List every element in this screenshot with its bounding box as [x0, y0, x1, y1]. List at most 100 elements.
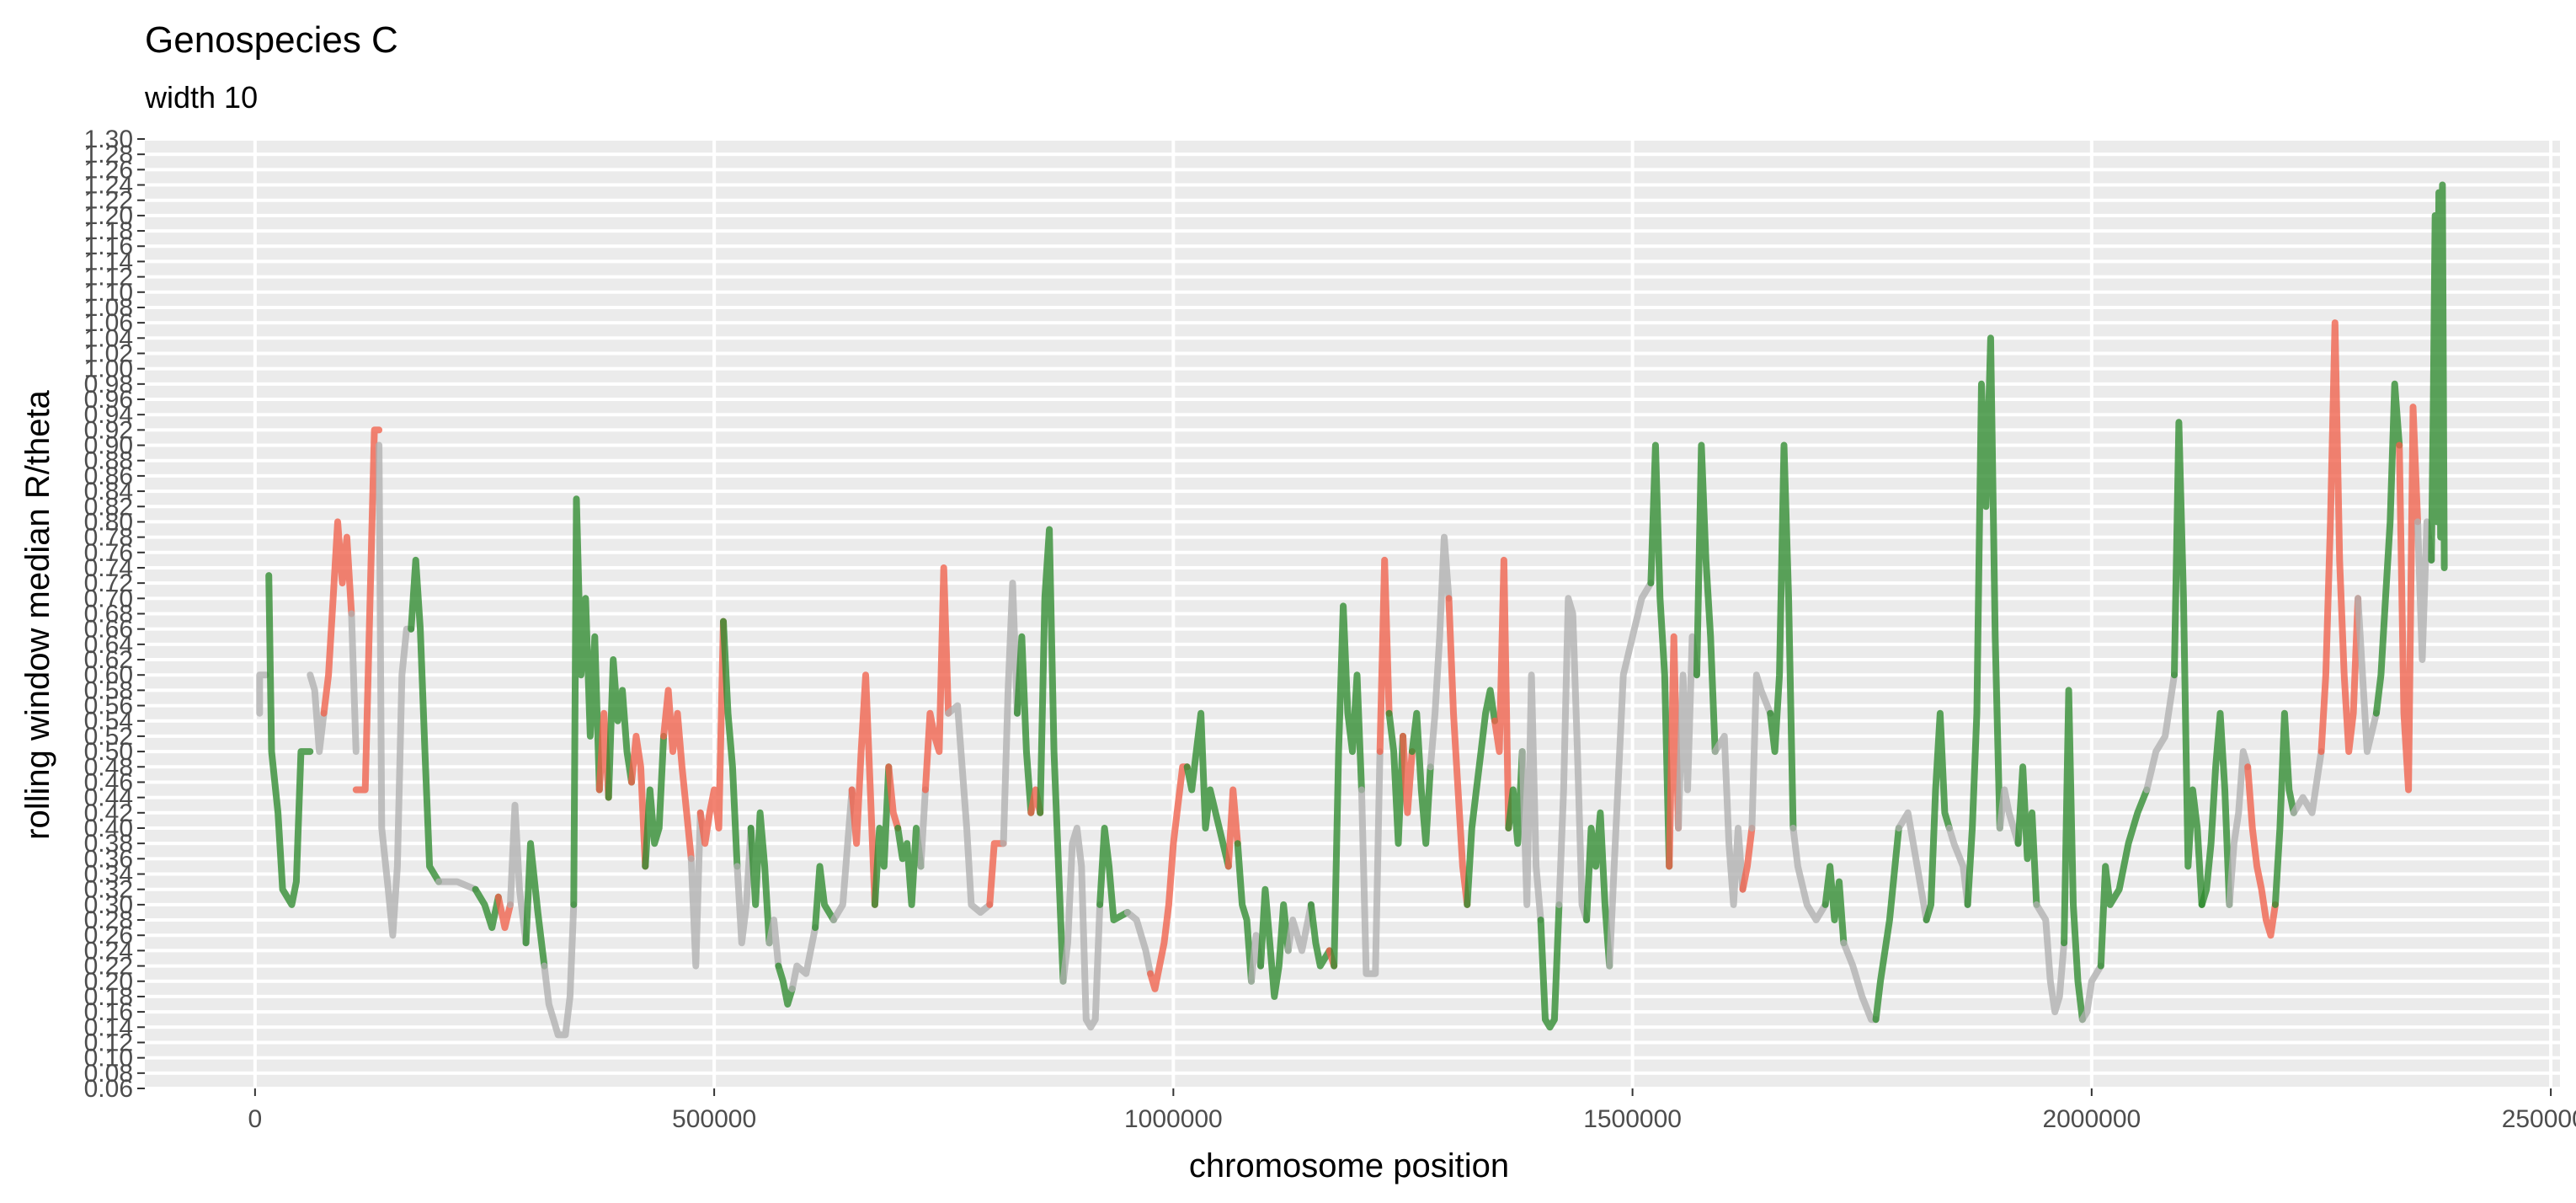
y-tick-label: 1.20 — [84, 202, 133, 230]
series-line-green — [775, 962, 796, 1008]
series-line-grey — [1555, 595, 1591, 923]
y-tick-label: 0.94 — [84, 401, 133, 429]
series-line-red — [1147, 763, 1191, 992]
y-tick-label: 0.98 — [84, 371, 133, 398]
data-series — [256, 181, 2448, 1039]
series-line-grey — [2143, 671, 2178, 794]
series-line-green — [720, 618, 741, 870]
series-line-green — [1257, 885, 1292, 1000]
series-line-green — [1537, 901, 1563, 1031]
y-tick-label: 0.92 — [84, 416, 133, 444]
series-line-green — [747, 809, 773, 947]
series-line-grey — [435, 878, 479, 893]
series-line-grey — [1606, 580, 1655, 970]
series-line-grey — [1996, 786, 2022, 847]
series-line-grey — [2226, 748, 2252, 908]
series-line-green — [1464, 687, 1498, 908]
y-tick-label: 0.76 — [84, 539, 133, 567]
y-tick-label: 1.04 — [84, 324, 133, 352]
series-line-green — [894, 825, 925, 908]
y-tick-label: 0.78 — [84, 524, 133, 552]
y-tick-label: 0.62 — [84, 646, 133, 674]
y-tick-label: 1.06 — [84, 309, 133, 337]
x-tick-label: 0 — [248, 1105, 263, 1133]
chart-subtitle: width 10 — [144, 80, 258, 115]
series-line-green — [2171, 419, 2205, 908]
series-line-green — [1647, 441, 1673, 870]
series-line-green — [605, 656, 635, 801]
series-line-green — [265, 572, 314, 908]
series-line-grey — [2033, 901, 2068, 1016]
series-line-green — [2372, 380, 2403, 717]
series-line-red — [696, 618, 727, 847]
y-tick-label: 0.26 — [84, 922, 133, 949]
y-tick-label: 0.68 — [84, 601, 133, 628]
x-tick-label: 500000 — [672, 1105, 756, 1133]
y-tick-label: 0.72 — [84, 569, 133, 597]
y-tick-label: 0.06 — [84, 1075, 133, 1103]
y-tick-label: 0.16 — [84, 998, 133, 1026]
series-line-red — [320, 518, 355, 717]
series-line-green — [570, 495, 603, 908]
series-line-red — [1224, 786, 1241, 870]
y-tick-label: 1.08 — [84, 294, 133, 322]
series-line-grey — [1895, 809, 1930, 923]
series-line-grey — [1284, 901, 1315, 954]
series-line-green — [1331, 602, 1365, 970]
y-tick-label: 0.44 — [84, 784, 133, 812]
y-tick-label: 1.14 — [84, 248, 133, 275]
x-axis: 0 500000 1000000 1500000 2000000 2500000 — [248, 1088, 2576, 1133]
y-tick-label: 1.26 — [84, 156, 133, 184]
series-line-green — [2198, 709, 2233, 908]
series-line-red — [1739, 825, 1756, 893]
series-line-green — [522, 840, 548, 970]
series-line-green — [1923, 709, 1953, 923]
series-line-grey — [1427, 533, 1453, 771]
y-tick-label: 0.48 — [84, 753, 133, 781]
y-tick-label: 1.30 — [84, 126, 133, 153]
series-line-grey — [2078, 962, 2104, 1024]
series-line-green — [1767, 441, 1797, 831]
series-line-green — [1872, 825, 1902, 1024]
y-tick-label: 1.16 — [84, 233, 133, 260]
y-tick-label: 0.82 — [84, 493, 133, 521]
series-line-red — [2317, 319, 2362, 756]
series-line-red — [1491, 556, 1512, 831]
series-line-grey — [1675, 633, 1700, 831]
series-line-green — [1583, 809, 1613, 970]
y-tick-label: 0.64 — [84, 631, 133, 659]
y-tick-label: 0.90 — [84, 432, 133, 460]
series-line-grey — [348, 610, 360, 756]
series-line-grey — [376, 441, 415, 939]
y-tick-label: 0.74 — [84, 554, 133, 582]
series-line-grey — [1123, 909, 1155, 977]
y-tick-label: 0.22 — [84, 953, 133, 981]
y-tick-label: 0.12 — [84, 1029, 133, 1056]
series-line-grey — [1945, 825, 1971, 908]
series-line-grey — [1789, 825, 1829, 923]
series-line-grey — [1000, 580, 1021, 847]
series-line-red — [660, 687, 695, 863]
series-line-grey — [945, 702, 994, 916]
series-line-green — [1964, 334, 2003, 908]
y-tick-label: 1.12 — [84, 264, 133, 291]
y-tick-label: 1.10 — [84, 279, 133, 307]
y-tick-label: 0.56 — [84, 692, 133, 720]
series-line-green — [1014, 633, 1035, 816]
series-line-grey — [507, 801, 530, 947]
y-tick-label: 1.22 — [84, 187, 133, 215]
series-line-red — [1400, 732, 1416, 816]
series-line-green — [2014, 763, 2040, 908]
series-line-red — [1376, 556, 1393, 756]
y-tick-label: 0.08 — [84, 1060, 133, 1088]
x-tick-label: 2500000 — [2502, 1105, 2576, 1133]
series-line-grey — [1059, 825, 1104, 1031]
y-tick-label: 0.88 — [84, 447, 133, 475]
y-tick-label: 0.66 — [84, 616, 133, 644]
series-line-grey — [917, 786, 929, 870]
series-line-green — [1821, 863, 1848, 947]
y-tick-label: 0.30 — [84, 891, 133, 919]
series-line-grey — [788, 924, 819, 992]
y-tick-label: 0.86 — [84, 462, 133, 490]
